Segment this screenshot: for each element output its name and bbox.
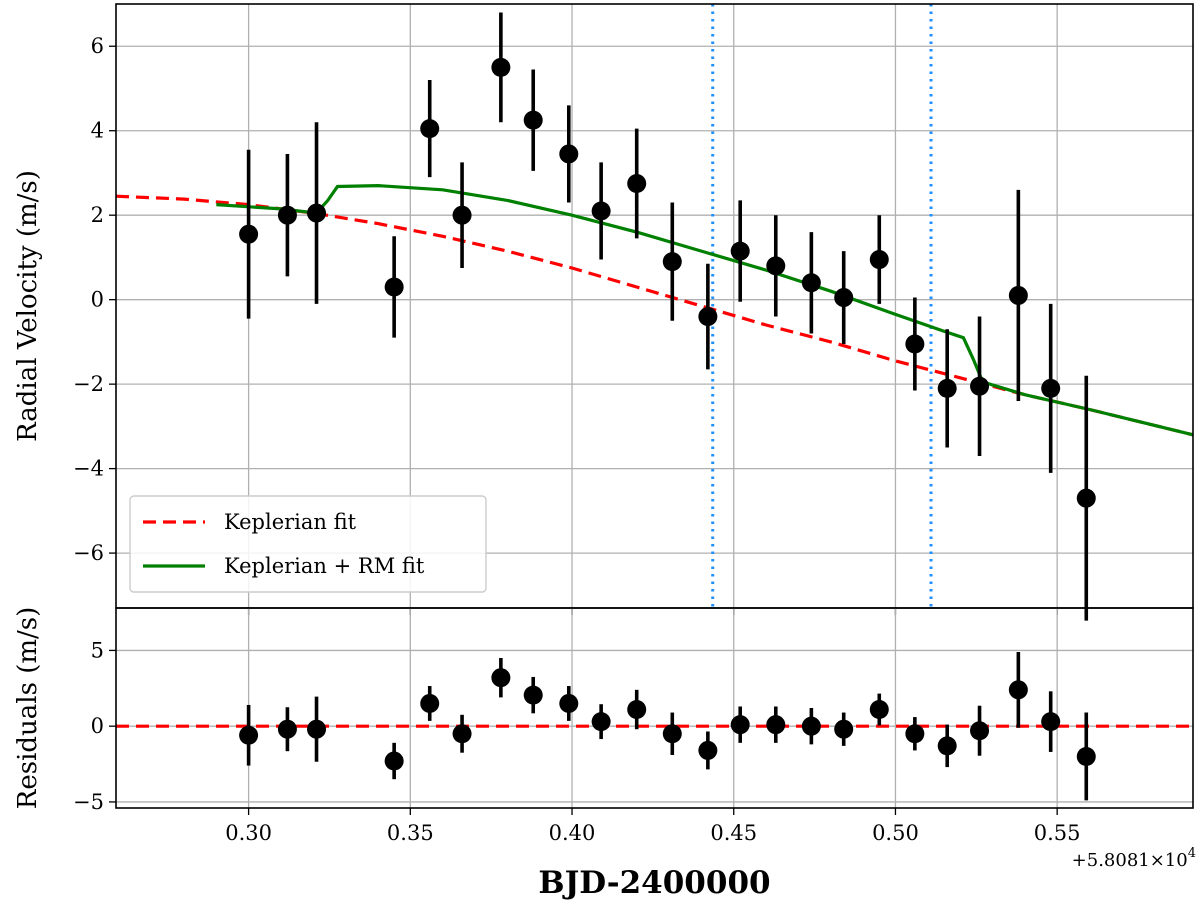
data-point (277, 205, 297, 225)
radial-velocity-panel: −6 −4 −2 0 2 4 6 Radial Velocity (m/s) Kepleri… (13, 3, 1194, 621)
data-point (801, 273, 821, 293)
y-tick-label: −2 (73, 372, 104, 396)
residuals-frame (115, 607, 1194, 809)
fit-curves (115, 183, 1194, 437)
data-point (491, 57, 511, 77)
data-point (591, 201, 611, 221)
x-offset-exponent: 4 (1188, 846, 1196, 861)
data-point (730, 241, 750, 261)
x-tick-label: 0.50 (872, 821, 919, 845)
data-point (523, 110, 543, 130)
data-point (834, 288, 854, 308)
main-y-ticks: −6 −4 −2 0 2 4 6 (73, 34, 116, 565)
data-point (452, 205, 472, 225)
data-point (277, 719, 297, 739)
residuals-y-ticks: −5 0 5 (73, 638, 116, 814)
data-point (970, 721, 990, 741)
data-point (420, 693, 440, 713)
rv-axis-label: Radial Velocity (m/s) (13, 170, 43, 442)
x-tick-label: 0.45 (710, 821, 757, 845)
data-point (698, 307, 718, 327)
x-axis-label: BJD-2400000 (538, 865, 770, 901)
y-tick-label: 0 (91, 288, 104, 312)
data-point (869, 700, 889, 720)
data-point (559, 693, 579, 713)
main-x-ticks (247, 608, 1058, 615)
y-tick-label: −4 (73, 457, 104, 481)
keplerian-fit-curve (115, 194, 1194, 437)
data-point (384, 277, 404, 297)
data-point (384, 751, 404, 771)
data-point (591, 712, 611, 732)
data-point (937, 378, 957, 398)
y-tick-label: −5 (73, 790, 104, 814)
data-point (1041, 712, 1061, 732)
x-offset-label: +5.8081×104 (1072, 846, 1196, 871)
y-tick-label: 0 (91, 714, 104, 738)
data-point (559, 144, 579, 164)
legend: Keplerian fit Keplerian + RM fit (129, 495, 487, 593)
residuals-x-ticks: 0.30 0.35 0.40 0.45 0.50 0.55 (225, 808, 1081, 845)
data-point (905, 334, 925, 354)
data-point (627, 700, 647, 720)
data-point (834, 719, 854, 739)
data-point (239, 224, 259, 244)
x-tick-label: 0.40 (549, 821, 596, 845)
residuals-grid (116, 608, 1193, 808)
transit-lines (711, 4, 933, 608)
legend-box (129, 495, 487, 593)
data-point (766, 256, 786, 276)
data-point (766, 715, 786, 735)
data-point (1076, 746, 1096, 766)
y-tick-label: 4 (91, 119, 104, 143)
data-point (801, 716, 821, 736)
data-point (1008, 680, 1028, 700)
legend-keplerian-label: Keplerian fit (224, 510, 357, 534)
data-point (307, 719, 327, 739)
data-point (698, 740, 718, 760)
x-tick-label: 0.30 (225, 821, 272, 845)
y-tick-label: −6 (73, 541, 104, 565)
data-point (1041, 378, 1061, 398)
residuals-panel: 0.30 0.35 0.40 0.45 0.50 0.55 −5 0 5 Residuals … (13, 607, 1196, 901)
y-tick-label: 6 (91, 34, 104, 58)
data-point (869, 250, 889, 270)
data-point (970, 376, 990, 396)
x-tick-label: 0.55 (1034, 821, 1081, 845)
data-point (452, 724, 472, 744)
legend-rm-label: Keplerian + RM fit (224, 554, 425, 578)
x-tick-label: 0.35 (387, 821, 434, 845)
data-point (627, 174, 647, 194)
y-tick-label: 5 (91, 638, 104, 662)
x-offset-base: +5.8081×10 (1072, 850, 1188, 871)
data-point (307, 203, 327, 223)
residuals-axis-label: Residuals (m/s) (13, 607, 43, 809)
data-point (1008, 285, 1028, 305)
data-point (905, 724, 925, 744)
data-point (730, 715, 750, 735)
rv-points (239, 12, 1096, 621)
data-point (239, 725, 259, 745)
residual-points (239, 651, 1096, 801)
data-point (491, 668, 511, 688)
data-point (662, 252, 682, 272)
data-point (662, 724, 682, 744)
data-point (937, 736, 957, 756)
y-tick-label: 2 (91, 203, 104, 227)
data-point (523, 685, 543, 705)
data-point (1076, 488, 1096, 508)
data-point (420, 119, 440, 139)
